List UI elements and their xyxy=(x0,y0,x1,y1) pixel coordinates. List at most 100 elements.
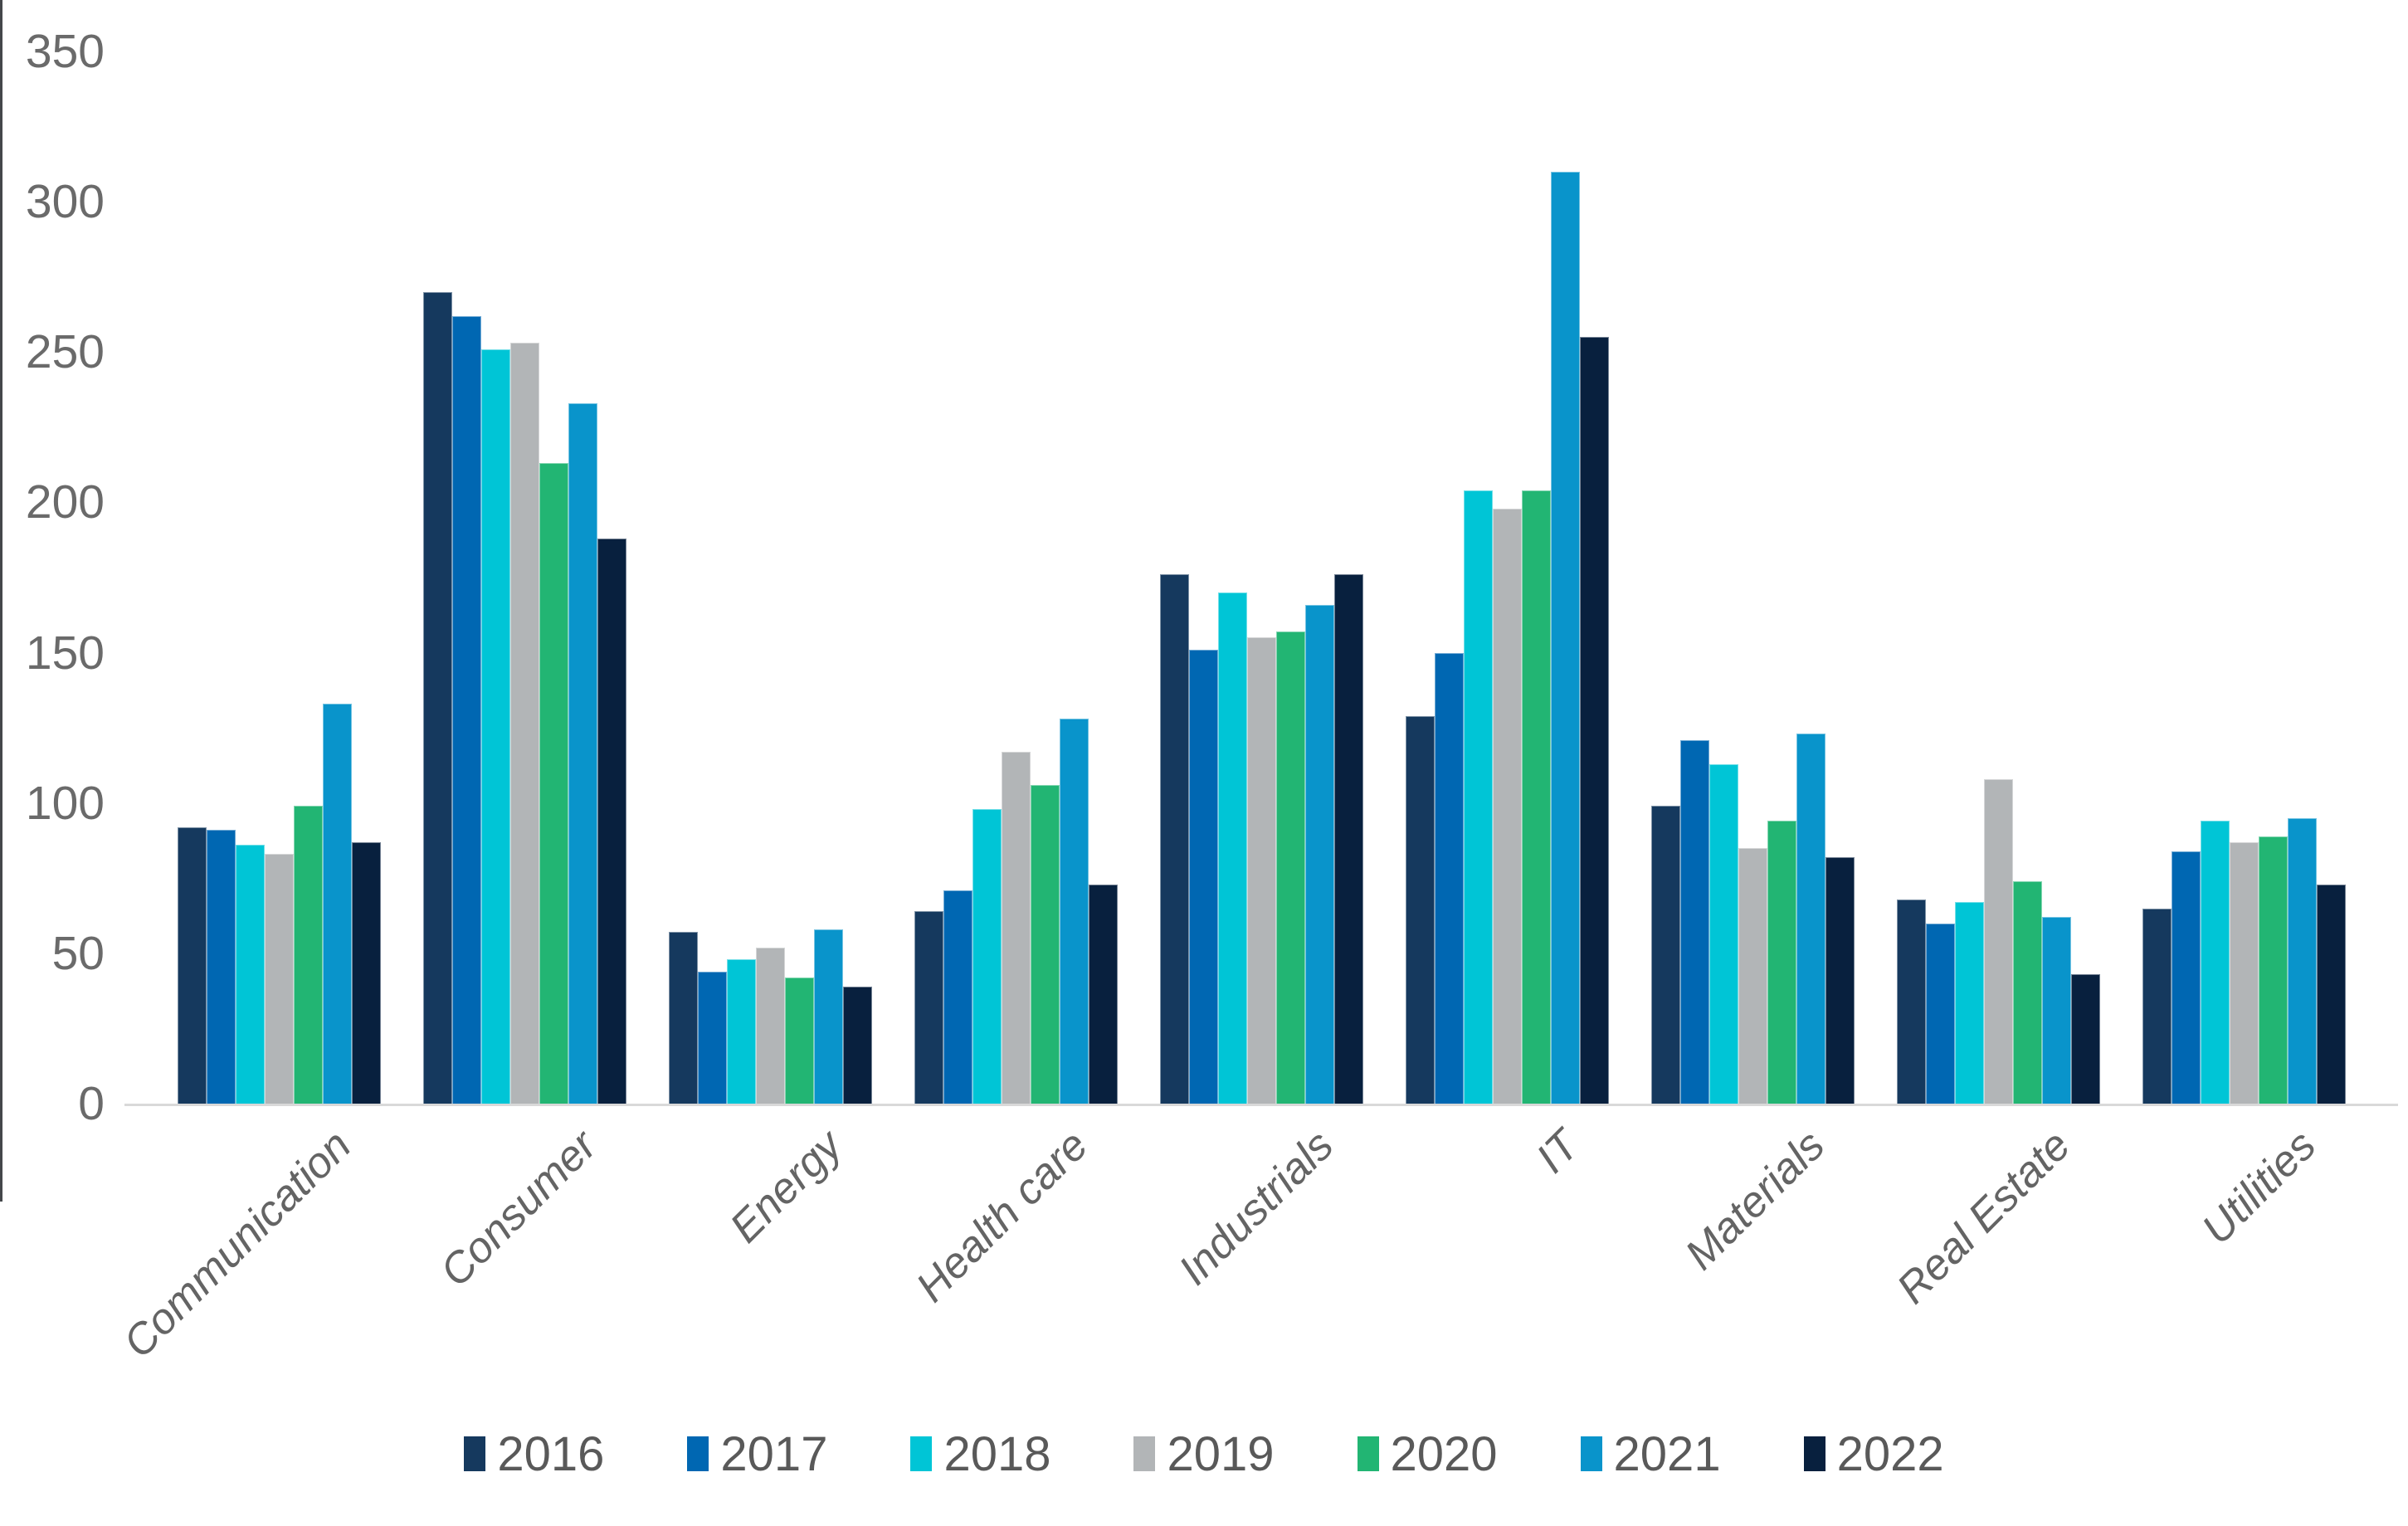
category-group: Real Estate xyxy=(1875,51,2121,1313)
category-group: Communication xyxy=(115,51,402,1368)
y-tick-label: 100 xyxy=(25,776,105,830)
legend-item-2021: 2021 xyxy=(1580,1426,1721,1482)
bar-2019-industrials xyxy=(1246,637,1276,1104)
bar-2022-utilities xyxy=(2316,885,2346,1104)
legend: 2016 2017 2018 2019 2020 2021 2022 xyxy=(0,1421,2408,1487)
bar-2021-real-estate xyxy=(2041,917,2071,1104)
bar-2016-materials xyxy=(1650,806,1680,1104)
x-axis-line xyxy=(124,1104,2398,1106)
y-tick-label: 150 xyxy=(25,626,105,680)
legend-item-2022: 2022 xyxy=(1803,1426,1944,1482)
bar-2017-industrials xyxy=(1188,650,1218,1104)
y-tick-label: 200 xyxy=(25,475,105,529)
bar-2018-consumer xyxy=(480,349,510,1104)
bar-2021-health-care xyxy=(1059,719,1089,1104)
y-tick-label: 250 xyxy=(25,325,105,379)
bar-group-row xyxy=(893,51,1138,1104)
legend-label: 2018 xyxy=(943,1426,1051,1481)
bar-2022-energy xyxy=(842,987,872,1104)
bar-2019-utilities xyxy=(2229,842,2259,1104)
bar-2021-communication xyxy=(322,704,352,1104)
x-axis-label: Consumer xyxy=(431,1121,607,1296)
y-tick-label: 50 xyxy=(51,926,105,980)
bar-2018-real-estate xyxy=(1954,902,1984,1104)
bar-2017-energy xyxy=(697,972,727,1104)
bar-2021-consumer xyxy=(568,403,597,1104)
bar-group-row xyxy=(647,51,893,1104)
bar-2021-energy xyxy=(813,929,843,1104)
left-edge-line xyxy=(0,0,2,1202)
category-group: Materials xyxy=(1630,51,1875,1279)
bar-2017-communication xyxy=(206,830,236,1104)
x-axis-label: Industrials xyxy=(1169,1121,1343,1294)
bar-2021-industrials xyxy=(1304,605,1334,1104)
bar-2019-consumer xyxy=(509,343,539,1104)
bar-2020-communication xyxy=(293,806,323,1104)
legend-label: 2022 xyxy=(1836,1426,1944,1481)
bar-2017-materials xyxy=(1679,740,1709,1104)
plot-area: Communication Consumer Energy Health care In… xyxy=(115,51,2367,1368)
y-tick-label: 350 xyxy=(25,25,105,78)
bar-2019-communication xyxy=(264,854,294,1104)
bar-group-row xyxy=(1138,51,1384,1104)
bar-2018-communication xyxy=(235,845,265,1104)
category-group: Energy xyxy=(647,51,893,1252)
x-axis-label: Energy xyxy=(720,1121,852,1252)
legend-swatch xyxy=(910,1436,933,1471)
bar-2016-real-estate xyxy=(1896,900,1926,1104)
x-axis-label: Materials xyxy=(1676,1121,1835,1280)
bar-2018-it xyxy=(1463,490,1493,1104)
category-group: Industrials xyxy=(1138,51,1384,1294)
bar-2016-energy xyxy=(668,932,698,1104)
bar-group-row xyxy=(1875,51,2121,1104)
bar-2020-energy xyxy=(784,978,814,1104)
bar-2018-utilities xyxy=(2200,821,2230,1104)
category-group: Health care xyxy=(893,51,1138,1311)
legend-swatch xyxy=(1357,1436,1379,1471)
bar-2020-industrials xyxy=(1275,631,1305,1104)
bar-2021-utilities xyxy=(2287,818,2317,1104)
bar-2016-it xyxy=(1405,716,1435,1104)
bar-2018-industrials xyxy=(1217,592,1247,1104)
bar-2020-it xyxy=(1521,490,1551,1104)
bar-2020-real-estate xyxy=(2012,881,2042,1104)
legend-label: 2019 xyxy=(1167,1426,1275,1481)
legend-item-2019: 2019 xyxy=(1133,1426,1275,1482)
bar-2022-materials xyxy=(1825,857,1855,1104)
bar-2019-energy xyxy=(755,948,785,1104)
bar-group-row xyxy=(2121,51,2367,1104)
bar-2022-consumer xyxy=(597,539,626,1104)
legend-item-2020: 2020 xyxy=(1357,1426,1498,1482)
bar-2022-real-estate xyxy=(2070,974,2100,1104)
y-tick-label: 300 xyxy=(25,175,105,229)
bar-2019-materials xyxy=(1738,848,1767,1104)
bar-2020-health-care xyxy=(1030,785,1060,1104)
legend-swatch xyxy=(464,1436,486,1471)
x-axis-label: Health care xyxy=(907,1121,1098,1312)
legend-swatch xyxy=(1133,1436,1156,1471)
bar-2022-health-care xyxy=(1088,885,1118,1104)
legend-item-2018: 2018 xyxy=(910,1426,1050,1482)
bar-2020-consumer xyxy=(539,463,568,1104)
bar-2017-real-estate xyxy=(1925,924,1955,1104)
bar-2017-utilities xyxy=(2171,851,2201,1104)
bar-2016-utilities xyxy=(2142,909,2172,1104)
bar-2017-it xyxy=(1434,653,1464,1104)
bar-2016-communication xyxy=(177,827,207,1104)
legend-swatch xyxy=(1803,1436,1825,1471)
bar-2020-materials xyxy=(1767,821,1796,1104)
category-group: Utilities xyxy=(2121,51,2367,1254)
bar-2016-industrials xyxy=(1159,574,1189,1104)
bar-2022-industrials xyxy=(1333,574,1363,1104)
bar-2020-utilities xyxy=(2258,836,2288,1104)
bar-group-row xyxy=(1630,51,1875,1104)
legend-item-2017: 2017 xyxy=(687,1426,827,1482)
bar-2021-it xyxy=(1550,172,1580,1104)
bar-2016-health-care xyxy=(914,911,943,1104)
legend-swatch xyxy=(1580,1436,1602,1471)
legend-label: 2021 xyxy=(1613,1426,1721,1481)
category-group: IT xyxy=(1384,51,1630,1182)
y-tick-label: 0 xyxy=(78,1077,105,1130)
bar-2018-energy xyxy=(726,959,756,1104)
